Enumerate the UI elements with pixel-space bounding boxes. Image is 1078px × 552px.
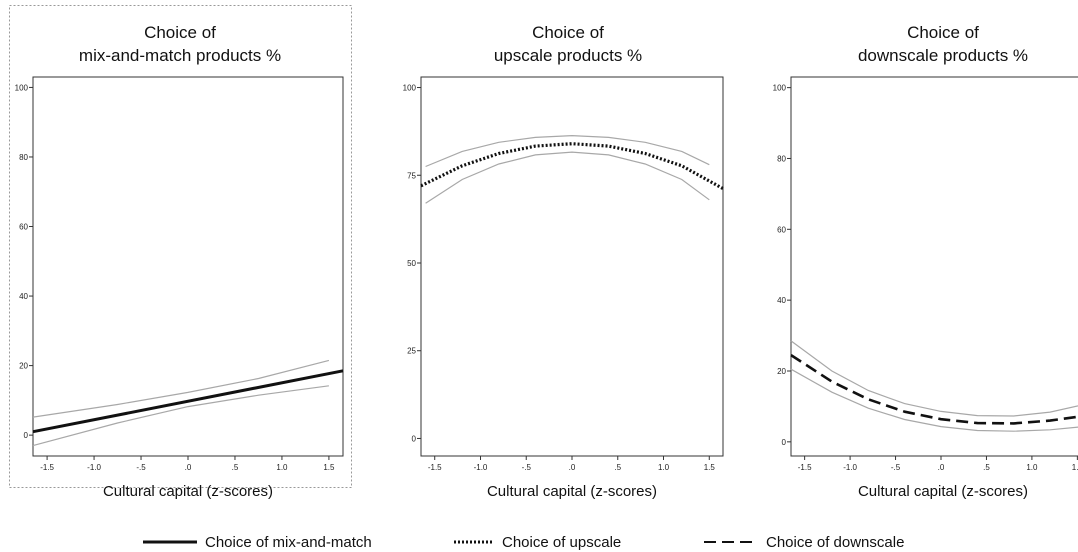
x-tick-label: 1.0 [1026, 463, 1038, 472]
y-tick-label: 0 [24, 431, 29, 440]
ci-lower-line [32, 385, 329, 447]
panel-3-title-line-2: downscale products % [858, 46, 1028, 65]
panel-2-x-axis-label: Cultural capital (z-scores) [487, 483, 657, 500]
panel-2-y-axis: 0 25 50 75 100 [403, 84, 421, 443]
panel-1-x-axis-label: Cultural capital (z-scores) [103, 483, 273, 500]
y-tick-label: 60 [777, 225, 786, 234]
panel-3-x-axis-label: Cultural capital (z-scores) [858, 483, 1028, 500]
x-tick-label: 1.0 [276, 463, 288, 472]
ci-lower-line [425, 151, 710, 204]
y-tick-label: 60 [19, 223, 28, 232]
x-tick-label: .5 [983, 463, 990, 472]
y-tick-label: 0 [782, 438, 787, 447]
panel-downscale: Choice of downscale products % 0 20 40 60 80… [773, 23, 1078, 500]
x-tick-label: .5 [232, 463, 239, 472]
legend: Choice of mix-and-match Choice of upscal… [143, 534, 904, 551]
panel-upscale: Choice of upscale products % 0255075100 … [403, 23, 724, 500]
x-tick-label: -1.0 [474, 463, 488, 472]
x-tick-label: 1.5 [323, 463, 335, 472]
panel-2-confidence-band [425, 134, 710, 204]
y-tick-label: 50 [407, 259, 416, 268]
legend-label-downscale: Choice of downscale [766, 534, 904, 551]
y-tick-label: 75 [407, 171, 416, 180]
panel-3-y-axis: 0 20 40 60 80 100 [773, 84, 791, 447]
panel-1-series [32, 369, 344, 434]
x-tick-label: -.5 [522, 463, 532, 472]
legend-label-mix-and-match: Choice of mix-and-match [205, 534, 372, 551]
y-tick-label: 20 [777, 367, 786, 376]
x-tick-label: 1.0 [658, 463, 670, 472]
y-tick-label: 40 [19, 292, 28, 301]
y-tick-label: 100 [773, 84, 787, 93]
panel-1-x-axis: -1.5 -1.0 -.5 .0 .5 1.0 1.5 [40, 456, 335, 472]
x-tick-label: -.5 [136, 463, 146, 472]
panel-2-title-line-2: upscale products % [494, 46, 642, 65]
ci-lower-line [790, 368, 1078, 432]
y-tick-label: 80 [777, 154, 786, 163]
panel-2-title-line-1: Choice of [532, 23, 604, 42]
panel-1-title-line-2: mix-and-match products % [79, 46, 281, 65]
y-tick-label: 100 [403, 84, 417, 93]
x-tick-label: -1.0 [843, 463, 857, 472]
panel-3-confidence-band [790, 340, 1078, 432]
panel-3-plot-frame [790, 76, 1078, 457]
x-tick-label: .0 [185, 463, 192, 472]
panel-3-x-axis: -1.5 -1.0 -.5 .0 .5 1.0 1.5 [798, 456, 1078, 472]
panel-2-x-axis: -1.5 -1.0 -.5 .0 .5 1.0 1.5 [428, 456, 716, 472]
y-tick-label: 40 [777, 296, 786, 305]
x-tick-label: -1.5 [40, 463, 54, 472]
panel-2-plot-frame [420, 76, 724, 457]
panel-1-selection-frame [9, 5, 352, 488]
y-tick-label: 25 [407, 347, 416, 356]
ci-upper-line [32, 359, 330, 418]
x-tick-label: .0 [569, 463, 576, 472]
series-line-solid [32, 369, 344, 434]
x-tick-label: -.5 [891, 463, 901, 472]
y-tick-label: 0 [412, 434, 417, 443]
x-tick-label: 1.5 [1072, 463, 1078, 472]
panel-1-confidence-band [32, 359, 330, 447]
x-tick-label: .0 [938, 463, 945, 472]
series-line-dashed [790, 354, 1078, 425]
panel-1-y-axis: 0 20 40 60 80 100 [15, 83, 33, 440]
legend-label-upscale: Choice of upscale [502, 534, 621, 551]
x-tick-label: .5 [614, 463, 621, 472]
x-tick-label: -1.0 [87, 463, 101, 472]
ci-upper-line [790, 340, 1078, 417]
panel-1-plot-frame [32, 76, 344, 457]
panel-3-series [790, 354, 1078, 425]
y-tick-label: 80 [19, 153, 28, 162]
panel-mix-and-match: Choice of mix-and-match products % 0 20 40… [15, 23, 344, 500]
x-tick-label: -1.5 [428, 463, 442, 472]
panel-1-title-line-1: Choice of [144, 23, 216, 42]
x-tick-label: 1.5 [704, 463, 716, 472]
x-tick-label: -1.5 [798, 463, 812, 472]
panel-3-title-line-1: Choice of [907, 23, 979, 42]
y-tick-label: 20 [19, 362, 28, 371]
ci-upper-line [425, 134, 710, 168]
y-tick-label: 100 [15, 83, 29, 92]
